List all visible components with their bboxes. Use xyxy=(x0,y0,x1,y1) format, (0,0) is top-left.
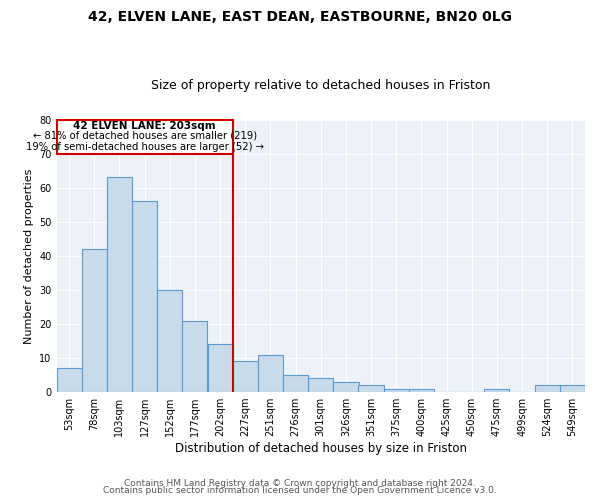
Bar xyxy=(283,375,308,392)
Text: 19% of semi-detached houses are larger (52) →: 19% of semi-detached houses are larger (… xyxy=(26,142,263,152)
Bar xyxy=(56,368,82,392)
Bar xyxy=(157,290,182,392)
Bar xyxy=(308,378,334,392)
X-axis label: Distribution of detached houses by size in Friston: Distribution of detached houses by size … xyxy=(175,442,467,455)
Bar xyxy=(208,344,233,392)
Bar xyxy=(182,320,208,392)
Bar xyxy=(409,388,434,392)
FancyBboxPatch shape xyxy=(56,120,233,154)
Text: ← 81% of detached houses are smaller (219): ← 81% of detached houses are smaller (21… xyxy=(32,131,257,141)
Bar xyxy=(334,382,359,392)
Text: 42 ELVEN LANE: 203sqm: 42 ELVEN LANE: 203sqm xyxy=(73,122,216,132)
Bar xyxy=(358,386,383,392)
Bar xyxy=(258,354,283,392)
Text: Contains public sector information licensed under the Open Government Licence v3: Contains public sector information licen… xyxy=(103,486,497,495)
Title: Size of property relative to detached houses in Friston: Size of property relative to detached ho… xyxy=(151,79,490,92)
Bar xyxy=(383,388,409,392)
Bar xyxy=(484,388,509,392)
Bar xyxy=(535,386,560,392)
Text: 42, ELVEN LANE, EAST DEAN, EASTBOURNE, BN20 0LG: 42, ELVEN LANE, EAST DEAN, EASTBOURNE, B… xyxy=(88,10,512,24)
Bar xyxy=(233,362,258,392)
Bar xyxy=(107,178,132,392)
Y-axis label: Number of detached properties: Number of detached properties xyxy=(24,168,34,344)
Bar xyxy=(560,386,585,392)
Text: Contains HM Land Registry data © Crown copyright and database right 2024.: Contains HM Land Registry data © Crown c… xyxy=(124,478,476,488)
Bar xyxy=(82,249,107,392)
Bar xyxy=(132,202,157,392)
